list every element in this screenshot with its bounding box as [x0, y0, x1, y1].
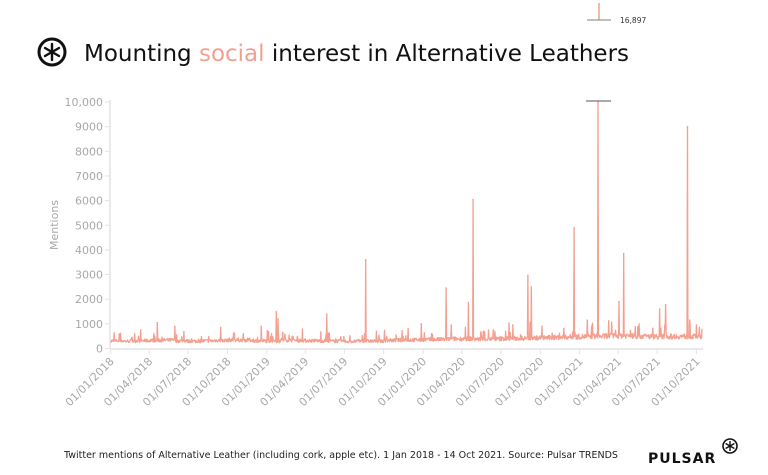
- title-logo-icon: [37, 37, 67, 67]
- peak-point: [658, 308, 661, 310]
- peak-point: [156, 321, 159, 324]
- peak-point: [686, 125, 689, 128]
- clipped-peak-value: 16,897: [620, 16, 646, 25]
- y-tick-label: 1000: [75, 318, 103, 331]
- y-tick-label: 8000: [75, 145, 103, 158]
- peak-point: [530, 286, 533, 288]
- y-axis-label: Mentions: [48, 200, 61, 250]
- y-tick-label: 4000: [75, 244, 103, 257]
- y-tick-label: 9000: [75, 121, 103, 134]
- y-tick-label: 10,000: [65, 96, 104, 109]
- y-tick-label: 0: [96, 343, 103, 356]
- peak-point: [527, 274, 529, 277]
- chart-title: Mounting social interest in Alternative …: [84, 41, 629, 67]
- peak-point: [664, 303, 667, 306]
- peak-point: [445, 287, 447, 289]
- brand-logo-icon: [722, 438, 738, 454]
- peak-point: [364, 258, 367, 261]
- peak-point: [420, 323, 423, 325]
- footer-caption: Twitter mentions of Alternative Leather …: [63, 450, 618, 461]
- peak-point: [174, 325, 176, 328]
- mentions-line: [110, 101, 703, 344]
- peak-point: [512, 324, 514, 326]
- peak-point: [586, 319, 589, 321]
- y-tick-label: 5000: [75, 219, 103, 232]
- peak-point: [407, 327, 409, 330]
- y-tick-label: 2000: [75, 293, 103, 306]
- brand-name: PULSAR: [648, 451, 716, 467]
- y-tick-label: 6000: [75, 195, 103, 208]
- peak-point: [281, 331, 284, 334]
- peak-point: [695, 324, 698, 326]
- peak-point: [573, 226, 575, 229]
- peak-point: [467, 301, 470, 304]
- peak-point: [219, 326, 222, 329]
- y-tick-label: 3000: [75, 269, 103, 282]
- peak-point: [275, 310, 278, 313]
- peak-point: [508, 322, 510, 324]
- peak-point: [607, 320, 610, 322]
- peak-point: [139, 329, 142, 331]
- peak-point: [277, 318, 279, 320]
- peak-point: [622, 252, 625, 255]
- peak-point: [450, 324, 453, 326]
- peak-point: [233, 332, 236, 335]
- peak-point: [325, 313, 328, 315]
- y-tick-label: 7000: [75, 170, 103, 183]
- peak-point: [472, 198, 474, 201]
- peak-point: [260, 325, 263, 328]
- peak-point: [618, 300, 620, 303]
